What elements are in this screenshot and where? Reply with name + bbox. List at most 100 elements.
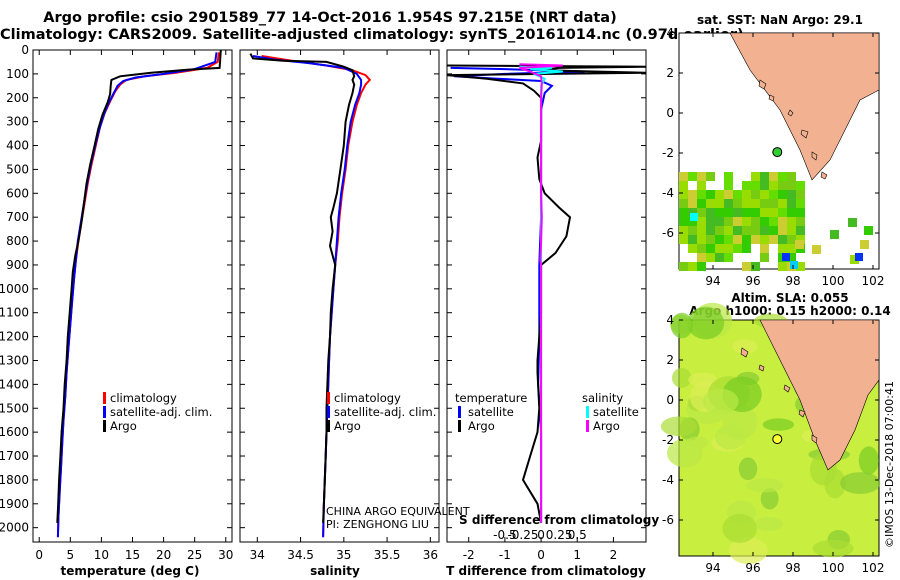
depth-tick-label: 200 <box>6 91 29 105</box>
sst-cell <box>787 244 796 253</box>
sst-cell <box>742 235 751 244</box>
map-x-tick-label: 100 <box>822 274 845 288</box>
sst-cell <box>796 235 805 244</box>
depth-tick-label: 1200 <box>0 330 29 344</box>
sst-cell <box>679 217 688 226</box>
sst-cell <box>688 226 697 235</box>
map-x-tick-label: 98 <box>785 561 800 575</box>
legend-temp-satellite-label: satellite <box>468 405 514 419</box>
depth-tick-label: 1700 <box>0 449 29 463</box>
sst-cell <box>715 235 724 244</box>
series-line-temperature-argo <box>446 64 647 524</box>
difference-legend: temperature satellite Argo salinity sate… <box>455 391 659 527</box>
sla-map-subtitle: Argo h1000: 0.15 h2000: 0.14 <box>689 304 890 318</box>
map-y-tick-label: -6 <box>662 513 674 527</box>
legend-satellite-label: satellite-adj. clim. <box>110 405 212 419</box>
sst-cell <box>679 181 688 190</box>
legend-climatology-label: climatology <box>334 391 401 405</box>
salinity-legend: climatology satellite-adj. clim. Argo CH… <box>326 391 470 531</box>
sst-cell <box>812 245 821 254</box>
sst-cell <box>724 172 733 181</box>
sst-cell <box>688 217 697 226</box>
depth-tick-label: 1600 <box>0 425 29 439</box>
x-tick-label: 36 <box>423 548 438 562</box>
sla-blotch <box>858 446 879 475</box>
depth-tick-label: 300 <box>6 115 29 129</box>
map-y-tick-label: 4 <box>666 26 674 40</box>
x-tick-label: 35.5 <box>374 548 401 562</box>
sst-cell <box>733 217 742 226</box>
sst-cell <box>751 217 760 226</box>
sst-cell <box>778 244 787 253</box>
sst-cell <box>742 199 751 208</box>
sst-cell <box>679 199 688 208</box>
x-tick-label: 20 <box>156 548 171 562</box>
series-line-temperature-satellite <box>450 66 585 523</box>
sst-cell <box>715 217 724 226</box>
sst-cell <box>679 262 688 271</box>
s-difference-tick-label: -0.5 <box>493 528 516 542</box>
legend-satellite-label: satellite-adj. clim. <box>334 405 436 419</box>
sst-cell <box>769 235 778 244</box>
sst-cell <box>697 244 706 253</box>
depth-tick-label: 0 <box>21 43 29 57</box>
sst-cell <box>679 172 688 181</box>
x-tick-label: 10 <box>94 548 109 562</box>
sst-cell <box>760 253 769 262</box>
map-y-tick-label: -2 <box>662 146 674 160</box>
sla-blotch <box>760 487 779 510</box>
series-line-climatology <box>261 55 372 538</box>
sst-cell <box>769 208 778 217</box>
sla-blotch <box>687 306 725 340</box>
sst-cell <box>724 190 733 199</box>
map-x-tick-label: 100 <box>822 561 845 575</box>
map-y-tick-label: -6 <box>662 226 674 240</box>
legend-sal-satellite-swatch <box>586 406 589 418</box>
temperature-panel-frame <box>32 49 233 543</box>
sst-cell <box>751 226 760 235</box>
sst-cell <box>697 208 706 217</box>
sst-cell <box>724 217 733 226</box>
sst-cell <box>760 190 769 199</box>
chart-title: Argo profile: csio 2901589_77 14-Oct-201… <box>0 10 744 44</box>
legend-sal-argo-label: Argo <box>593 419 620 433</box>
map-y-tick-label: 0 <box>666 106 674 120</box>
x-tick-label: 34 <box>250 548 265 562</box>
sst-cell <box>760 208 769 217</box>
sst-cell <box>787 208 796 217</box>
sst-cell <box>787 190 796 199</box>
depth-tick-label: 1300 <box>0 353 29 367</box>
temperature-axis-label: temperature (deg C) <box>61 564 200 578</box>
sst-cell <box>724 253 733 262</box>
sst-cell-cool <box>855 253 863 261</box>
sla-blotch <box>660 416 698 437</box>
map-y-tick-label: 4 <box>666 313 674 327</box>
sst-cell <box>679 208 688 217</box>
legend-climatology-label: climatology <box>110 391 177 405</box>
sst-cell <box>742 226 751 235</box>
sst-cell <box>688 190 697 199</box>
sst-cell <box>848 218 857 227</box>
sla-blotch <box>754 516 784 531</box>
sst-cell <box>769 181 778 190</box>
sst-map-islands <box>758 79 828 180</box>
sst-cell <box>733 226 742 235</box>
legend-argo-label: Argo <box>334 419 361 433</box>
sst-cell <box>796 199 805 208</box>
depth-tick-label: 1100 <box>0 306 29 320</box>
sst-cell <box>760 199 769 208</box>
float-owner-annotation: CHINA ARGO EQUIVALENT <box>326 505 470 518</box>
sla-blotch <box>746 478 784 493</box>
s-difference-tick-label: 0.25 <box>546 528 573 542</box>
sla-blotch <box>728 537 768 565</box>
map-y-tick-label: -4 <box>662 186 674 200</box>
s-difference-tick-label: 0.5 <box>568 528 587 542</box>
sst-cell <box>769 172 778 181</box>
sst-cell <box>860 240 869 249</box>
s-difference-tick-label: 0 <box>537 528 545 542</box>
depth-tick-label: 700 <box>6 210 29 224</box>
legend-sal-satellite-label: satellite <box>593 405 639 419</box>
temperature-difference-axis-label: T difference from climatology <box>446 564 646 578</box>
sst-cell <box>706 208 715 217</box>
